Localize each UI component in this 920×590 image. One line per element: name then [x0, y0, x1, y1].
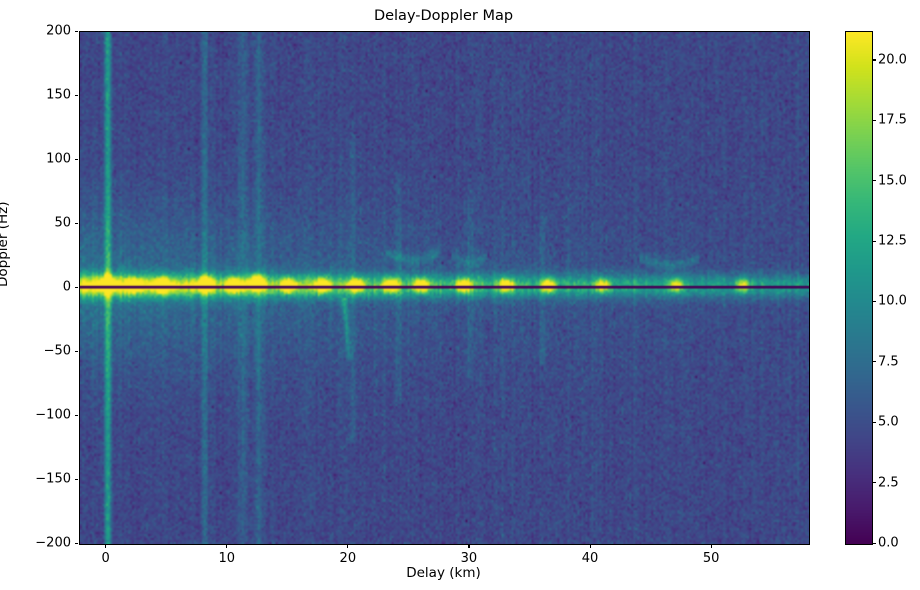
colorbar[interactable]: [845, 31, 873, 545]
colorbar-tick-mark: [872, 482, 876, 484]
x-axis-label: Delay (km): [406, 565, 481, 581]
colorbar-tick-mark: [872, 240, 876, 242]
y-tick-mark: [74, 478, 79, 480]
colorbar-tick-label: 17.5: [878, 112, 907, 128]
colorbar-tick-label: 20.0: [878, 52, 907, 68]
page-title: Delay-Doppler Map: [373, 8, 514, 24]
x-tick-label: 50: [702, 551, 720, 566]
y-tick-label: 100: [46, 151, 71, 167]
heatmap-axes[interactable]: [79, 31, 810, 545]
colorbar-tick-mark: [872, 59, 876, 61]
x-tick-mark: [468, 544, 470, 548]
x-tick-mark: [105, 544, 107, 548]
y-tick-mark: [74, 286, 79, 288]
y-tick-label: 0: [62, 279, 71, 295]
x-tick-label: 40: [581, 551, 599, 566]
y-tick-label: −100: [35, 407, 71, 423]
y-tick-label: −200: [35, 535, 71, 551]
colorbar-tick-mark: [872, 542, 876, 544]
colorbar-tick-mark: [872, 361, 876, 363]
colorbar-tick-mark: [872, 180, 876, 182]
x-tick-mark: [226, 544, 228, 548]
y-tick-mark: [74, 222, 79, 224]
x-tick-label: 30: [460, 551, 478, 566]
y-tick-mark: [74, 414, 79, 416]
colorbar-tick-label: 2.5: [878, 475, 899, 491]
colorbar-tick-label: 0.0: [878, 535, 899, 551]
y-tick-label: 150: [46, 87, 71, 103]
y-tick-label: −50: [43, 343, 71, 359]
colorbar-gradient: [846, 32, 872, 544]
colorbar-tick-label: 10.0: [878, 293, 907, 309]
colorbar-tick-label: 7.5: [878, 354, 899, 370]
colorbar-tick-label: 15.0: [878, 173, 907, 189]
colorbar-tick-mark: [872, 300, 876, 303]
y-tick-label: 50: [54, 215, 71, 231]
y-tick-label: −150: [35, 471, 71, 487]
delay-doppler-heatmap[interactable]: [80, 32, 809, 544]
colorbar-tick-mark: [872, 421, 876, 423]
x-tick-label: 10: [218, 551, 236, 566]
y-tick-mark: [74, 94, 79, 96]
y-axis-label: Doppler (Hz): [0, 201, 11, 287]
x-tick-mark: [589, 544, 591, 548]
y-tick-mark: [74, 30, 79, 32]
y-tick-mark: [74, 542, 79, 544]
x-tick-mark: [710, 544, 712, 548]
x-tick-label: 20: [339, 551, 357, 566]
x-tick-label: 0: [101, 551, 110, 566]
colorbar-tick-mark: [872, 119, 876, 121]
x-tick-mark: [347, 544, 349, 548]
y-tick-label: 200: [46, 23, 71, 39]
colorbar-tick-label: 12.5: [878, 233, 907, 249]
colorbar-tick-label: 5.0: [878, 414, 899, 430]
y-tick-mark: [74, 158, 79, 160]
y-tick-mark: [74, 350, 79, 352]
